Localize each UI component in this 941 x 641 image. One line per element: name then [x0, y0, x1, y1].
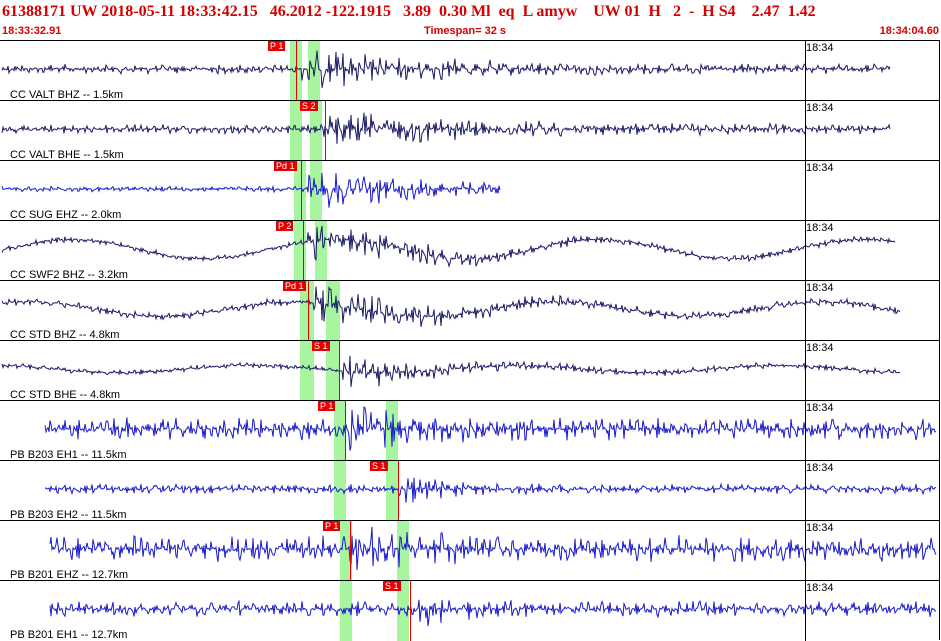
phase-pick[interactable]: P 1 [323, 521, 341, 531]
phase-pick[interactable]: Pd 1 [274, 161, 297, 171]
pick-line [398, 461, 399, 521]
channel-label: CC STD BHE -- 4.8km [10, 389, 121, 401]
waveform-line [1, 172, 501, 208]
phase-pick[interactable]: S 1 [370, 461, 388, 471]
time-tick [805, 101, 806, 161]
waveform-trace [44, 405, 937, 451]
channel-label: PB B203 EH2 -- 11.5km [10, 509, 127, 521]
channel-label: CC SUG EHZ -- 2.0km [10, 209, 122, 221]
waveform-trace [49, 526, 937, 571]
start-time: 18:33:32.91 [2, 25, 62, 37]
waveform-trace [1, 50, 891, 88]
waveform-line [1, 355, 901, 387]
phase-pick[interactable]: P 2 [276, 221, 294, 231]
pick-line [350, 521, 351, 581]
waveform-panel[interactable]: 18:34 P 2 CC SWF2 BHZ -- 3.2km [0, 220, 939, 281]
tick-label: 18:34 [806, 162, 834, 174]
waveform-trace [49, 599, 937, 627]
waveform-panel[interactable]: 18:34 Pd 1 CC SUG EHZ -- 2.0km [0, 160, 939, 221]
time-tick [805, 401, 806, 461]
waveform-trace [1, 225, 896, 268]
waveform-line [49, 599, 937, 627]
tick-label: 18:34 [806, 102, 834, 114]
waveform-line [49, 526, 937, 571]
channel-label: CC SWF2 BHZ -- 3.2km [10, 269, 128, 281]
waveform-trace [1, 355, 901, 387]
pick-window [300, 341, 314, 401]
pick-window [386, 461, 398, 521]
phase-pick[interactable]: S 1 [383, 581, 401, 591]
time-tick [805, 221, 806, 281]
waveform-panel[interactable]: 18:34 S 1 PB B203 EH2 -- 11.5km [0, 460, 939, 521]
event-summary: 61388171 UW 2018-05-11 18:33:42.15 46.20… [2, 3, 816, 20]
tick-label: 18:34 [806, 462, 834, 474]
waveform-panel[interactable]: 18:34 P 1 CC VALT BHZ -- 1.5km [0, 40, 939, 101]
phase-pick[interactable]: P 1 [268, 41, 286, 51]
waveform-line [44, 405, 937, 451]
pick-line [303, 221, 304, 281]
channel-label: PB B201 EHZ -- 12.7km [10, 569, 128, 581]
pick-line [296, 41, 297, 101]
time-tick [805, 461, 806, 521]
phase-pick[interactable]: Pd 1 [283, 281, 306, 291]
pick-window [290, 101, 302, 161]
pick-line [345, 401, 346, 461]
pick-line [308, 281, 309, 341]
pick-window [300, 281, 314, 341]
channel-label: CC VALT BHE -- 1.5km [10, 149, 124, 161]
channel-label: PB B203 EH1 -- 11.5km [10, 449, 127, 461]
waveform-panel[interactable]: 18:34 Pd 1 CC STD BHZ -- 4.8km [0, 280, 939, 341]
phase-pick[interactable]: P 1 [318, 401, 336, 411]
pick-window [326, 341, 340, 401]
pick-window [334, 401, 346, 461]
channel-label: CC VALT BHZ -- 1.5km [10, 89, 124, 101]
waveform-panel[interactable]: 18:34 S 2 CC VALT BHE -- 1.5km [0, 100, 939, 161]
waveform-trace [1, 285, 901, 327]
time-tick [805, 341, 806, 401]
phase-pick[interactable]: S 2 [300, 101, 318, 111]
frame-border [939, 40, 940, 640]
tick-label: 18:34 [806, 402, 834, 414]
waveform-trace [1, 172, 501, 208]
channel-label: CC STD BHZ -- 4.8km [10, 329, 120, 341]
waveform-panel[interactable]: 18:34 S 1 PB B201 EH1 -- 12.7km [0, 580, 939, 641]
end-time: 18:34:04.60 [879, 25, 939, 37]
tick-label: 18:34 [806, 582, 834, 594]
waveform-line [1, 50, 891, 88]
waveform-line [44, 477, 937, 503]
time-tick [805, 161, 806, 221]
time-tick [805, 521, 806, 581]
tick-label: 18:34 [806, 342, 834, 354]
pick-line [301, 161, 302, 221]
pick-window [397, 581, 409, 641]
waveform-trace [1, 112, 891, 144]
time-tick [805, 581, 806, 641]
tick-label: 18:34 [806, 222, 834, 234]
tick-label: 18:34 [806, 282, 834, 294]
timespan: Timespan= 32 s [424, 25, 507, 37]
waveform-line [1, 285, 901, 327]
waveform-line [1, 112, 891, 144]
pick-window [397, 521, 409, 581]
pick-line [410, 581, 411, 641]
waveform-trace [44, 477, 937, 503]
phase-pick[interactable]: S 1 [312, 341, 330, 351]
time-tick [805, 281, 806, 341]
pick-line [325, 101, 326, 161]
waveform-line [1, 225, 896, 268]
pick-window [294, 161, 306, 221]
pick-window [340, 521, 352, 581]
waveform-panel[interactable]: 18:34 P 1 PB B201 EHZ -- 12.7km [0, 520, 939, 581]
tick-label: 18:34 [806, 522, 834, 534]
event-header: 61388171 UW 2018-05-11 18:33:42.15 46.20… [0, 0, 941, 40]
pick-line [339, 341, 340, 401]
time-tick [805, 41, 806, 101]
pick-window [334, 461, 346, 521]
waveform-panel[interactable]: 18:34 S 1 CC STD BHE -- 4.8km [0, 340, 939, 401]
pick-window [310, 101, 322, 161]
tick-label: 18:34 [806, 42, 834, 54]
pick-window [310, 161, 322, 221]
channel-label: PB B201 EH1 -- 12.7km [10, 629, 128, 641]
waveform-panel[interactable]: 18:34 P 1 PB B203 EH1 -- 11.5km [0, 400, 939, 461]
